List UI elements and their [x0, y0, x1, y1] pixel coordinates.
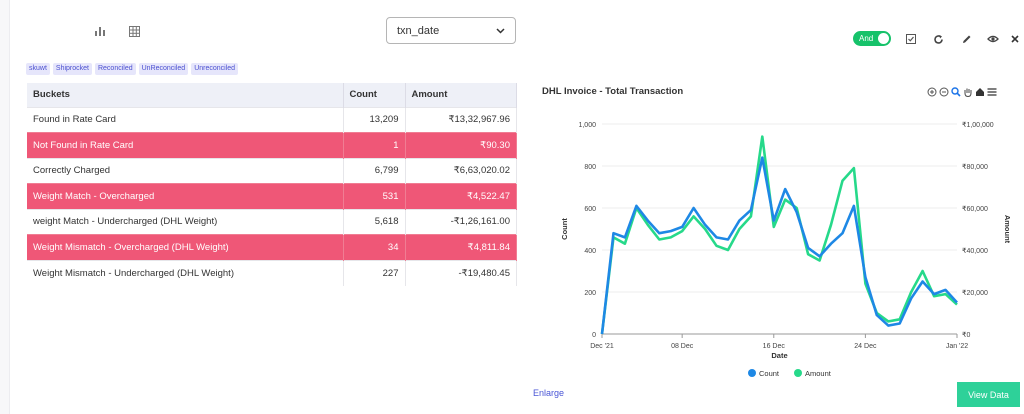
refresh-icon[interactable] — [930, 31, 946, 47]
column-header-count[interactable]: Count — [343, 83, 406, 107]
amount-cell: ₹13,32,967.96 — [405, 106, 517, 133]
view-data-button[interactable]: View Data — [957, 382, 1020, 407]
y-tick-label: 600 — [584, 206, 596, 213]
count-cell: 5,618 — [343, 208, 406, 235]
report-card: txn_date And skuwt Shiprocket Reconciled… — [10, 0, 1024, 414]
close-icon[interactable] — [1007, 31, 1023, 47]
legend-marker-amount — [794, 369, 802, 377]
column-header-buckets[interactable]: Buckets — [27, 83, 344, 107]
magnifier-icon[interactable] — [951, 84, 961, 102]
amount-cell: ₹90.30 — [405, 132, 517, 158]
y-axis-title: Count — [560, 218, 569, 240]
table-row[interactable]: Weight Match - Overcharged 531 ₹4,522.47 — [27, 183, 517, 209]
count-cell: 531 — [343, 183, 406, 209]
count-cell: 6,799 — [343, 157, 406, 184]
chart-title: DHL Invoice - Total Transaction — [542, 86, 684, 97]
zoom-out-icon[interactable] — [939, 84, 949, 102]
edit-pencil-icon[interactable] — [958, 31, 974, 47]
y-tick-label: 0 — [592, 332, 596, 339]
legend-label-count: Count — [759, 369, 780, 378]
bucket-cell: Weight Match - Overcharged — [27, 183, 344, 209]
y2-tick-label: ₹20,000 — [962, 289, 988, 297]
bucket-cell: weight Match - Undercharged (DHL Weight) — [27, 208, 344, 235]
bar-chart-view-icon[interactable] — [92, 23, 108, 39]
column-header-amount[interactable]: Amount — [405, 83, 517, 107]
series-line-amount — [600, 135, 958, 335]
y-tick-label: 1,000 — [578, 122, 596, 129]
chevron-down-icon — [496, 25, 505, 37]
filter-tag[interactable]: Shiprocket — [52, 63, 92, 75]
amount-cell: -₹19,480.45 — [405, 259, 517, 286]
x-tick-label: Dec '21 — [590, 343, 614, 350]
x-tick-label: 08 Dec — [671, 343, 694, 350]
bucket-cell: Found in Rate Card — [27, 106, 344, 133]
menu-icon[interactable] — [987, 84, 997, 102]
chart-toolbar — [927, 84, 997, 102]
date-field-select-value: txn_date — [397, 24, 440, 37]
y-tick-label: 200 — [584, 290, 596, 297]
y2-tick-label: ₹1,00,000 — [962, 121, 994, 129]
y-tick-label: 400 — [584, 248, 596, 255]
filter-tag[interactable]: Unreconciled — [191, 63, 239, 75]
table-row[interactable]: Not Found in Rate Card 1 ₹90.30 — [27, 132, 517, 158]
x-tick-label: 24 Dec — [854, 343, 877, 350]
home-reset-icon[interactable] — [975, 84, 985, 102]
checkbox-icon[interactable] — [903, 31, 919, 47]
filter-tag[interactable]: Reconciled — [94, 63, 136, 75]
transaction-chart[interactable]: 0 200 400 600 800 1,000 ₹0 ₹20,000 ₹40,000 ₹60,00… — [540, 105, 1010, 405]
table-row[interactable]: Correctly Charged 6,799 ₹6,63,020.02 — [27, 157, 517, 184]
table-row[interactable]: Found in Rate Card 13,209 ₹13,32,967.96 — [27, 106, 517, 133]
count-cell: 1 — [343, 132, 406, 158]
buckets-table: Buckets Count Amount Found in Rate Card 1… — [27, 83, 517, 286]
amount-cell: ₹6,63,020.02 — [405, 157, 517, 184]
legend-marker-count — [748, 369, 756, 377]
count-cell: 13,209 — [343, 106, 406, 133]
amount-cell: ₹4,522.47 — [405, 183, 517, 209]
bucket-cell: Not Found in Rate Card — [27, 132, 344, 158]
x-tick-label: 16 Dec — [763, 343, 786, 350]
x-tick-label: Jan '22 — [946, 343, 968, 350]
bucket-cell: Weight Mismatch - Undercharged (DHL Weig… — [27, 259, 344, 286]
table-row[interactable]: Weight Mismatch - Undercharged (DHL Weig… — [27, 259, 517, 286]
count-cell: 34 — [343, 234, 406, 260]
pan-hand-icon[interactable] — [963, 84, 973, 102]
toggle-label: And — [859, 34, 874, 43]
filter-tag[interactable]: skuwt — [26, 63, 50, 75]
amount-cell: -₹1,26,161.00 — [405, 208, 517, 235]
table-body: Found in Rate Card 13,209 ₹13,32,967.96 Not… — [27, 106, 517, 286]
x-axis-title: Date — [771, 351, 787, 360]
table-row[interactable]: weight Match - Undercharged (DHL Weight)… — [27, 208, 517, 235]
amount-cell: ₹4,811.84 — [405, 234, 517, 260]
filter-tags: skuwt Shiprocket Reconciled UnReconciled… — [26, 63, 239, 75]
y2-tick-label: ₹0 — [962, 331, 970, 339]
enlarge-link[interactable]: Enlarge — [533, 388, 565, 398]
bucket-cell: Correctly Charged — [27, 157, 344, 184]
table-row[interactable]: Weight Mismatch - Overcharged (DHL Weigh… — [27, 234, 517, 260]
table-header-row: Buckets Count Amount — [27, 83, 517, 107]
date-field-select[interactable]: txn_date — [386, 17, 516, 44]
toggle-knob — [878, 33, 889, 44]
y-tick-label: 800 — [584, 164, 596, 171]
legend-label-amount: Amount — [805, 369, 832, 378]
and-or-toggle[interactable]: And — [853, 31, 891, 46]
series-line-count — [600, 156, 958, 335]
left-sidebar-strip — [0, 0, 10, 414]
eye-icon[interactable] — [985, 31, 1001, 47]
filter-tag[interactable]: UnReconciled — [138, 63, 189, 75]
zoom-in-icon[interactable] — [927, 84, 937, 102]
y2-tick-label: ₹60,000 — [962, 205, 988, 213]
y2-tick-label: ₹80,000 — [962, 163, 988, 171]
table-view-icon[interactable] — [126, 23, 142, 39]
y2-axis-title: Amount — [1003, 215, 1010, 244]
count-cell: 227 — [343, 259, 406, 286]
bucket-cell: Weight Mismatch - Overcharged (DHL Weigh… — [27, 234, 344, 260]
y2-tick-label: ₹40,000 — [962, 247, 988, 255]
